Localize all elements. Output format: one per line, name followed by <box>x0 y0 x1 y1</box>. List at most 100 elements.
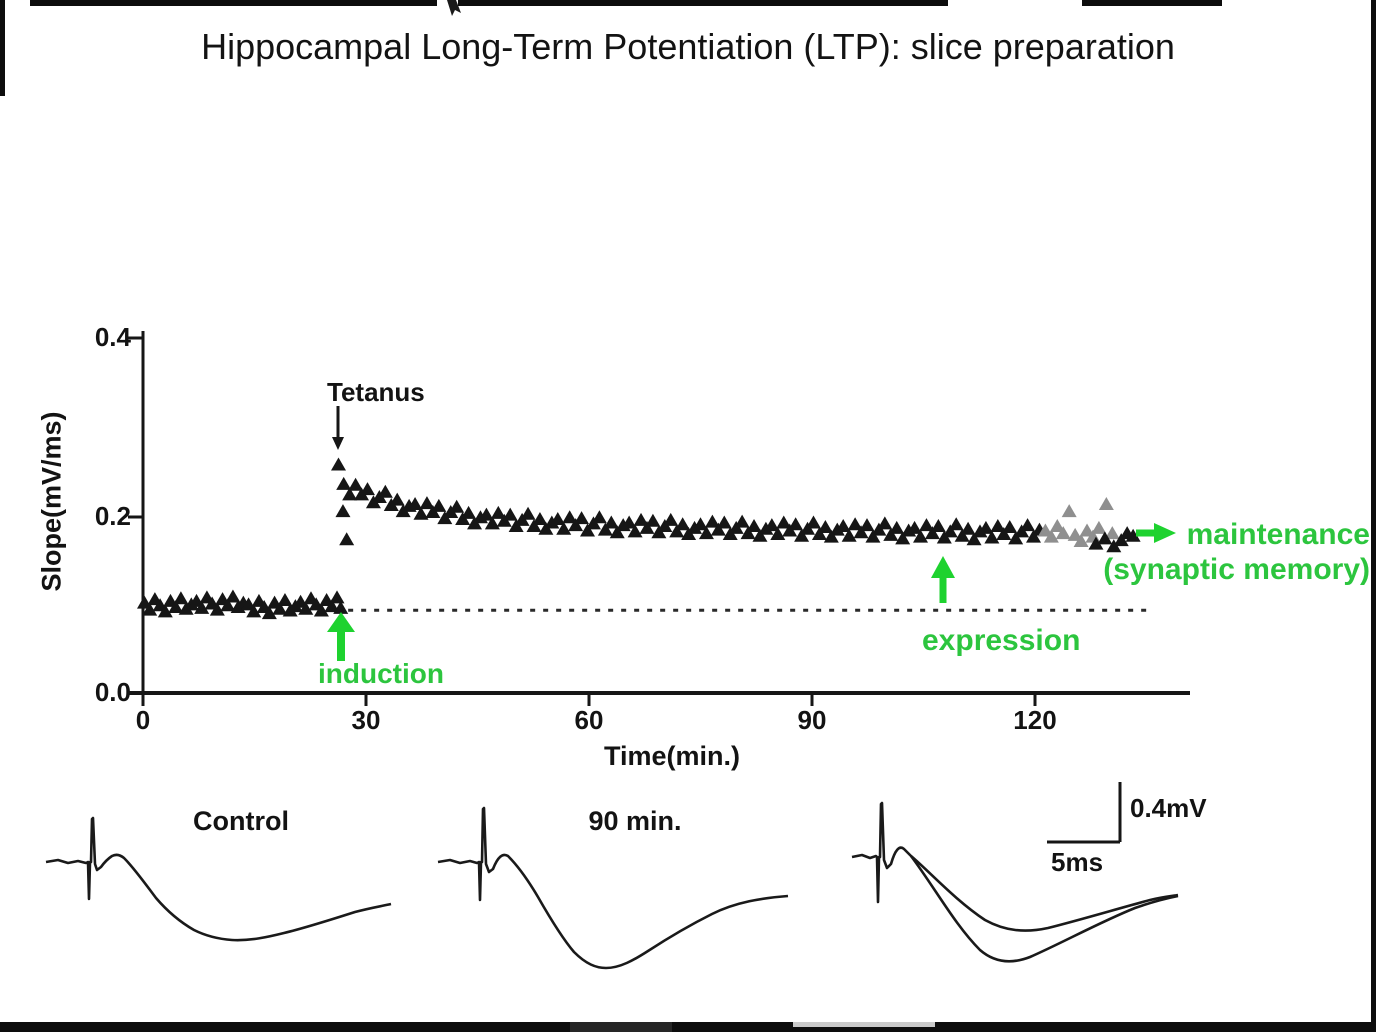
data-point-triangle <box>734 514 750 528</box>
x-tick-120: 120 <box>1013 705 1057 735</box>
x-tick-30: 30 <box>351 705 381 735</box>
data-point-triangle <box>972 524 988 538</box>
data-point-triangle <box>348 477 364 491</box>
90min-trace-label: 90 min. <box>588 806 682 836</box>
data-point-triangle <box>942 524 958 538</box>
mouse-cursor-icon <box>447 0 461 16</box>
data-point-triangle <box>752 528 768 542</box>
data-point-triangle <box>597 522 613 536</box>
data-point-triangle <box>313 603 329 617</box>
data-point-triangle <box>490 505 506 519</box>
data-point-triangle <box>859 518 875 532</box>
data-point-triangle <box>675 517 691 531</box>
data-point-triangle <box>157 604 173 618</box>
trace-superimposed <box>851 801 1179 963</box>
data-point-triangle <box>544 515 560 529</box>
data-point-triangle <box>1026 529 1042 543</box>
data-point-triangle <box>788 517 804 531</box>
data-point-triangle <box>841 528 857 542</box>
maintenance-label-line1: maintenance <box>1186 518 1370 551</box>
data-point-triangle <box>580 523 596 537</box>
scalebar <box>1047 782 1122 844</box>
control-trace-label: Control <box>193 806 289 836</box>
data-point-triangle <box>526 519 542 533</box>
data-point-triangle <box>621 515 637 529</box>
data-point-triangle <box>930 519 946 533</box>
data-point-triangle <box>603 515 619 529</box>
x-axis-label: Time(min.) <box>603 741 740 771</box>
data-point-triangle <box>333 600 349 614</box>
bottom-bar-light-patch <box>793 1022 935 1027</box>
data-point-triangle <box>627 524 643 538</box>
data-point-triangle <box>298 601 314 615</box>
data-point-triangle <box>324 599 340 613</box>
data-point-triangle <box>669 524 685 538</box>
tetanus-label: Tetanus <box>327 377 425 407</box>
data-point-triangle <box>591 510 607 524</box>
data-point-triangle <box>277 592 293 606</box>
top-bar-left-segment <box>30 0 437 6</box>
data-point-triangle <box>960 521 976 535</box>
data-point-triangle <box>220 598 236 612</box>
data-point-triangle <box>811 526 827 540</box>
data-point-triangle <box>692 517 708 531</box>
data-point-triangle <box>907 520 923 534</box>
x-tick-0: 0 <box>135 705 151 735</box>
data-point-triangle <box>330 457 346 471</box>
data-point-triangle <box>1037 523 1053 537</box>
data-point-triangle <box>1061 504 1077 518</box>
data-point-triangle <box>877 516 893 530</box>
data-point-triangle <box>948 517 964 531</box>
data-point-triangle <box>1091 520 1107 534</box>
y-tick-0_0: 0.0 <box>94 677 131 707</box>
data-point-triangle <box>1002 519 1018 533</box>
data-point-triangle <box>431 498 447 512</box>
bottom-bar-gray-segment <box>570 1022 672 1032</box>
data-point-triangle <box>817 519 833 533</box>
data-point-triangle <box>550 512 566 526</box>
y-tick-0_4: 0.4 <box>94 322 131 352</box>
data-point-triangle <box>1008 531 1024 545</box>
data-point-triangle <box>895 531 911 545</box>
data-point-triangle <box>913 529 929 543</box>
data-point-triangle <box>246 604 262 618</box>
data-point-triangle <box>413 506 429 520</box>
data-point-triangle <box>847 517 863 531</box>
data-point-triangle <box>663 512 679 526</box>
data-point-triangle <box>209 602 225 616</box>
top-bar-right-segment <box>1082 0 1222 6</box>
scalebar-time-label: 5ms <box>1051 847 1104 877</box>
data-point-triangle <box>502 507 518 521</box>
data-point-triangle <box>710 522 726 536</box>
data-point-triangle <box>996 526 1012 540</box>
data-point-triangle <box>740 526 756 540</box>
data-point-triangle <box>562 510 578 524</box>
data-point-triangle <box>377 484 393 498</box>
data-point-triangle <box>918 518 934 532</box>
trace-90min <box>437 806 789 970</box>
x-tick-90: 90 <box>797 705 827 735</box>
data-point-triangle <box>794 528 810 542</box>
data-point-triangle <box>335 504 351 518</box>
data-point-triangle <box>336 476 352 490</box>
data-point-triangle <box>142 602 158 616</box>
y-tick-0_2: 0.2 <box>94 501 131 531</box>
data-point-triangle <box>1106 539 1122 553</box>
induction-arrow-icon <box>327 612 355 661</box>
data-point-triangle <box>532 512 548 526</box>
data-point-triangle <box>520 506 536 520</box>
data-point-triangle <box>835 519 851 533</box>
data-point-triangle <box>716 515 732 529</box>
data-point-triangle <box>984 530 1000 544</box>
data-point-triangle <box>805 515 821 529</box>
data-point-triangle <box>1097 531 1113 545</box>
data-point-triangle <box>990 519 1006 533</box>
data-point-triangle <box>704 514 720 528</box>
data-point-triangle <box>225 589 241 603</box>
data-point-triangle <box>194 600 210 614</box>
expression-label: expression <box>922 624 1081 657</box>
data-point-triangle <box>924 526 940 540</box>
data-point-triangle <box>568 518 584 532</box>
